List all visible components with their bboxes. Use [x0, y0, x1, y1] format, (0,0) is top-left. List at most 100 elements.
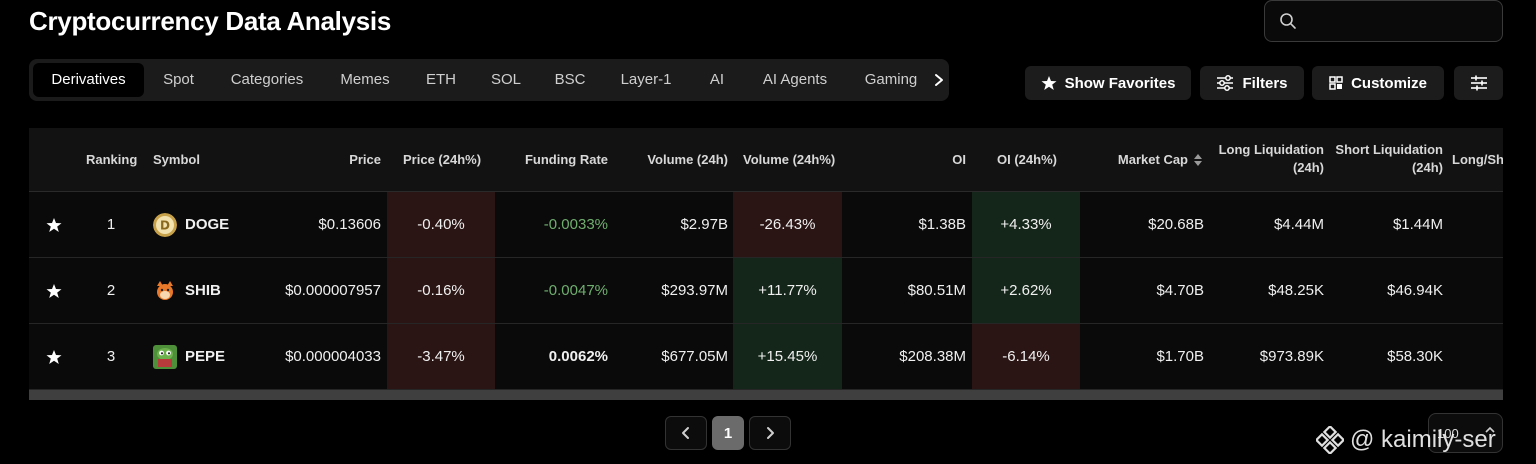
volume-cell: $293.97M: [661, 282, 728, 299]
short-liquidation-cell: $46.94K: [1387, 282, 1443, 299]
per-page-select[interactable]: 100: [1428, 413, 1503, 453]
short-liquidation-cell: $58.30K: [1387, 348, 1443, 365]
watermark: @ kaimily-ser: [1316, 420, 1496, 460]
symbol-cell[interactable]: SHIB: [185, 282, 221, 299]
header-funding-rate[interactable]: Funding Rate: [524, 152, 608, 167]
header-symbol[interactable]: Symbol: [153, 152, 200, 167]
header-oi-change[interactable]: OI (24h%): [997, 152, 1057, 167]
rank-cell: 2: [106, 282, 116, 299]
market-cap-cell: $4.70B: [1156, 282, 1204, 299]
doge-logo-icon: D: [153, 213, 177, 237]
header-price[interactable]: Price: [349, 152, 381, 167]
header-short-liquidation[interactable]: Short Liquidation (24h): [1329, 141, 1443, 177]
favorite-star-icon[interactable]: [46, 217, 62, 233]
rank-cell: 3: [106, 348, 116, 365]
price-cell: $0.000007957: [285, 282, 381, 299]
header-long-liquidation-line1: Long Liquidation: [1218, 142, 1324, 157]
tab-eth[interactable]: ETH: [426, 71, 456, 88]
oi-cell: $80.51M: [907, 282, 966, 299]
oi-change-cell: -6.14%: [972, 324, 1080, 389]
funding-rate-cell: -0.0033%: [543, 216, 608, 233]
page-number-button[interactable]: 1: [712, 416, 744, 450]
header-long-liquidation[interactable]: Long Liquidation (24h): [1209, 141, 1324, 177]
search-icon: [1280, 13, 1296, 29]
rank-cell: 1: [106, 216, 116, 233]
volume-change-cell: +11.77%: [733, 258, 842, 323]
search-input[interactable]: [1305, 9, 1495, 33]
header-oi[interactable]: OI: [952, 152, 966, 167]
price-change-cell: -0.16%: [387, 258, 495, 323]
tab-memes[interactable]: Memes: [340, 71, 390, 88]
tab-derivatives[interactable]: Derivatives: [33, 63, 144, 97]
oi-cell: $208.38M: [899, 348, 966, 365]
category-tabs: Derivatives Spot Categories Memes ETH SO…: [29, 59, 949, 101]
sliders-icon: [1217, 75, 1234, 91]
scrollbar-thumb[interactable]: [29, 390, 1503, 400]
table-row[interactable]: 3 PEPE $0.000004033 -3.47% 0.0062% $677.…: [29, 324, 1503, 390]
chevron-left-icon: [682, 427, 689, 439]
svg-text:D: D: [160, 219, 170, 233]
header-long-short[interactable]: Long/Sh: [1452, 152, 1503, 167]
price-cell: $0.000004033: [285, 348, 381, 365]
horizontal-scrollbar[interactable]: [29, 390, 1503, 400]
filters-button[interactable]: Filters: [1200, 66, 1304, 100]
price-cell: $0.13606: [318, 216, 381, 233]
favorite-star-icon[interactable]: [46, 349, 62, 365]
favorite-star-icon[interactable]: [46, 283, 62, 299]
binance-logo-icon: [1316, 426, 1344, 454]
volume-change-cell: +15.45%: [733, 324, 842, 389]
prev-page-button[interactable]: [665, 416, 707, 450]
grid-icon: [1329, 76, 1343, 90]
funding-rate-cell: 0.0062%: [548, 348, 608, 365]
settings-button[interactable]: [1454, 66, 1503, 100]
price-change-cell: -3.47%: [387, 324, 495, 389]
tab-ai[interactable]: AI: [709, 71, 725, 88]
symbol-cell[interactable]: DOGE: [185, 216, 230, 233]
header-volume[interactable]: Volume (24h): [647, 152, 728, 167]
tab-bsc[interactable]: BSC: [554, 71, 586, 88]
price-change-cell: -0.40%: [387, 192, 495, 257]
chevron-right-icon[interactable]: [929, 69, 949, 91]
table-row[interactable]: 2 SHIB $0.000007957 -0.16% -0.0047% $293…: [29, 258, 1503, 324]
tab-sol[interactable]: SOL: [490, 71, 521, 88]
header-ranking[interactable]: Ranking: [86, 152, 138, 167]
tab-categories[interactable]: Categories: [230, 71, 304, 88]
volume-change-cell: -26.43%: [733, 192, 842, 257]
table-row[interactable]: 1 D DOGE $0.13606 -0.40% -0.0033% $2.97B…: [29, 192, 1503, 258]
shib-logo-icon: [153, 279, 177, 303]
symbol-cell[interactable]: PEPE: [185, 348, 226, 365]
customize-button[interactable]: Customize: [1312, 66, 1444, 100]
header-short-liquidation-line1: Short Liquidation: [1335, 142, 1443, 157]
watermark-text: @ kaimily-ser: [1350, 426, 1496, 453]
table-header: Ranking Symbol Price Price (24h%) Fundin…: [29, 128, 1503, 192]
funding-rate-cell: -0.0047%: [543, 282, 608, 299]
tab-ai-agents[interactable]: AI Agents: [762, 71, 828, 88]
pepe-logo-icon: [153, 345, 177, 369]
volume-cell: $2.97B: [680, 216, 728, 233]
long-liquidation-cell: $4.44M: [1273, 216, 1324, 233]
show-favorites-button[interactable]: Show Favorites: [1025, 66, 1191, 100]
header-volume-change[interactable]: Volume (24h%): [743, 152, 836, 167]
header-long-liquidation-line2: (24h): [1292, 160, 1324, 175]
long-liquidation-cell: $973.89K: [1259, 348, 1324, 365]
tab-spot[interactable]: Spot: [163, 71, 194, 88]
chevron-up-icon: [1485, 426, 1495, 433]
page-title: Cryptocurrency Data Analysis: [29, 6, 391, 36]
volume-cell: $677.05M: [661, 348, 728, 365]
header-price-change[interactable]: Price (24h%): [403, 152, 482, 167]
oi-change-cell: +4.33%: [972, 192, 1080, 257]
tab-gaming[interactable]: Gaming: [864, 71, 918, 88]
adjust-icon: [1470, 75, 1487, 91]
tab-layer-1[interactable]: Layer-1: [620, 71, 672, 88]
star-icon: [1041, 76, 1057, 90]
oi-cell: $1.38B: [918, 216, 966, 233]
sort-icon[interactable]: [1193, 152, 1203, 168]
filters-label: Filters: [1242, 74, 1288, 92]
short-liquidation-cell: $1.44M: [1392, 216, 1443, 233]
per-page-value: 100: [1437, 426, 1459, 441]
header-market-cap[interactable]: Market Cap: [1117, 152, 1188, 167]
market-cap-cell: $1.70B: [1156, 348, 1204, 365]
search-box[interactable]: [1264, 0, 1503, 42]
next-page-button[interactable]: [749, 416, 791, 450]
customize-label: Customize: [1351, 74, 1427, 92]
